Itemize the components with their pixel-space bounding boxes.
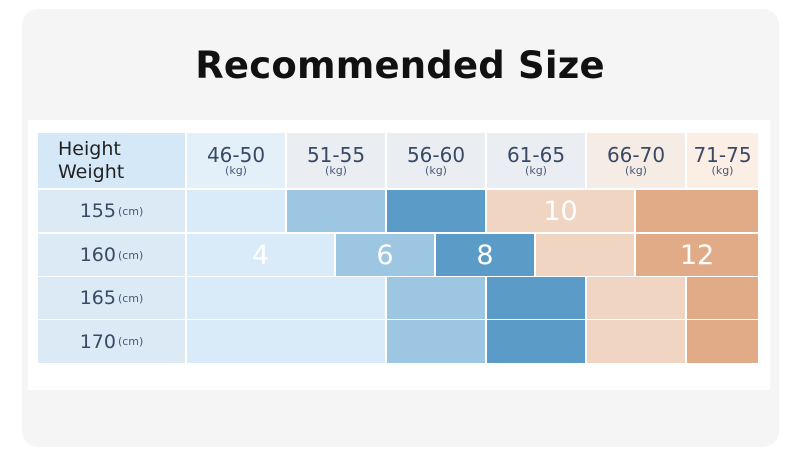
size-label-6: 6 xyxy=(376,239,394,271)
weight-unit: (kg) xyxy=(525,163,547,177)
size-cell-10 xyxy=(587,277,685,319)
weight-unit: (kg) xyxy=(325,163,347,177)
weight-unit: (kg) xyxy=(711,163,734,177)
height-row-165: 165 (cm) xyxy=(38,277,185,319)
size-cell-4 xyxy=(187,320,385,363)
size-cell-8 xyxy=(387,190,485,232)
size-cell-8 xyxy=(487,320,585,363)
weight-header-46-50: 46-50 (kg) xyxy=(187,133,285,188)
weight-label: Weight xyxy=(58,160,125,183)
weight-header-61-65: 61-65 (kg) xyxy=(487,133,585,188)
weight-range: 46-50 xyxy=(206,142,266,167)
size-cell-4 xyxy=(187,190,285,232)
height-value: 165 xyxy=(79,287,116,309)
size-cell-6 xyxy=(387,277,485,319)
size-cell-6: 6 xyxy=(336,234,434,276)
corner-header: Height Weight xyxy=(38,133,185,188)
weight-header-56-60: 56-60 (kg) xyxy=(387,133,485,188)
size-cell-10 xyxy=(587,320,685,363)
height-unit: (cm) xyxy=(117,248,144,262)
size-cell-12: 12 xyxy=(636,234,758,276)
size-label-10: 10 xyxy=(543,195,578,227)
size-cell-6 xyxy=(387,320,485,363)
weight-unit: (kg) xyxy=(225,163,247,177)
size-cell-6 xyxy=(287,190,385,232)
weight-range: 61-65 xyxy=(506,142,566,167)
size-cell-4: 4 xyxy=(187,234,334,276)
size-cell-4 xyxy=(187,277,385,319)
height-value: 155 xyxy=(79,200,116,222)
weight-header-51-55: 51-55 (kg) xyxy=(287,133,385,188)
height-value: 170 xyxy=(79,330,116,353)
weight-range: 51-55 xyxy=(306,142,366,167)
height-row-155: 155 (cm) xyxy=(38,190,185,232)
height-unit: (cm) xyxy=(117,291,144,305)
size-cell-8: 8 xyxy=(436,234,534,276)
height-value: 160 xyxy=(79,244,116,266)
page-title: Recommended Size xyxy=(195,44,605,87)
height-label: Height xyxy=(58,137,121,160)
size-label-8: 8 xyxy=(476,239,494,271)
size-cell-10: 10 xyxy=(487,190,634,232)
height-unit: (cm) xyxy=(117,204,144,218)
weight-unit: (kg) xyxy=(425,163,447,177)
weight-header-66-70: 66-70 (kg) xyxy=(587,133,685,188)
size-cell-8 xyxy=(487,277,585,319)
size-cell-10 xyxy=(536,234,634,276)
height-unit: (cm) xyxy=(117,335,144,348)
size-cell-12 xyxy=(636,190,758,232)
weight-range: 66-70 xyxy=(606,142,666,167)
size-label-4: 4 xyxy=(251,239,270,271)
weight-header-71-75: 71-75 (kg) xyxy=(687,133,758,188)
height-row-170: 170 (cm) xyxy=(38,320,185,363)
weight-range: 56-60 xyxy=(406,142,466,167)
size-label-12: 12 xyxy=(679,239,715,271)
size-cell-12 xyxy=(687,320,758,363)
weight-range: 71-75 xyxy=(693,142,752,167)
weight-unit: (kg) xyxy=(625,163,647,177)
size-chart: Height Weight 46-50 (kg) 51-55 (kg) 56-6… xyxy=(28,120,770,390)
size-cell-12 xyxy=(687,277,758,319)
height-row-160: 160 (cm) xyxy=(38,234,185,276)
